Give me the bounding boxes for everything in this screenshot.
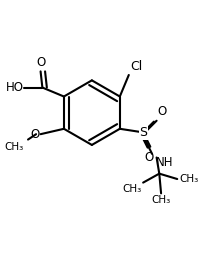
Text: CH₃: CH₃	[122, 184, 141, 194]
Text: HO: HO	[6, 81, 24, 94]
Text: O: O	[30, 128, 40, 141]
Text: O: O	[157, 105, 167, 118]
Text: O: O	[37, 56, 46, 69]
Text: CH₃: CH₃	[4, 142, 24, 152]
Text: CH₃: CH₃	[151, 195, 171, 205]
Text: O: O	[144, 151, 153, 164]
Text: NH: NH	[156, 156, 173, 169]
Text: Cl: Cl	[131, 60, 143, 73]
Text: CH₃: CH₃	[179, 174, 198, 184]
Text: S: S	[139, 126, 147, 139]
